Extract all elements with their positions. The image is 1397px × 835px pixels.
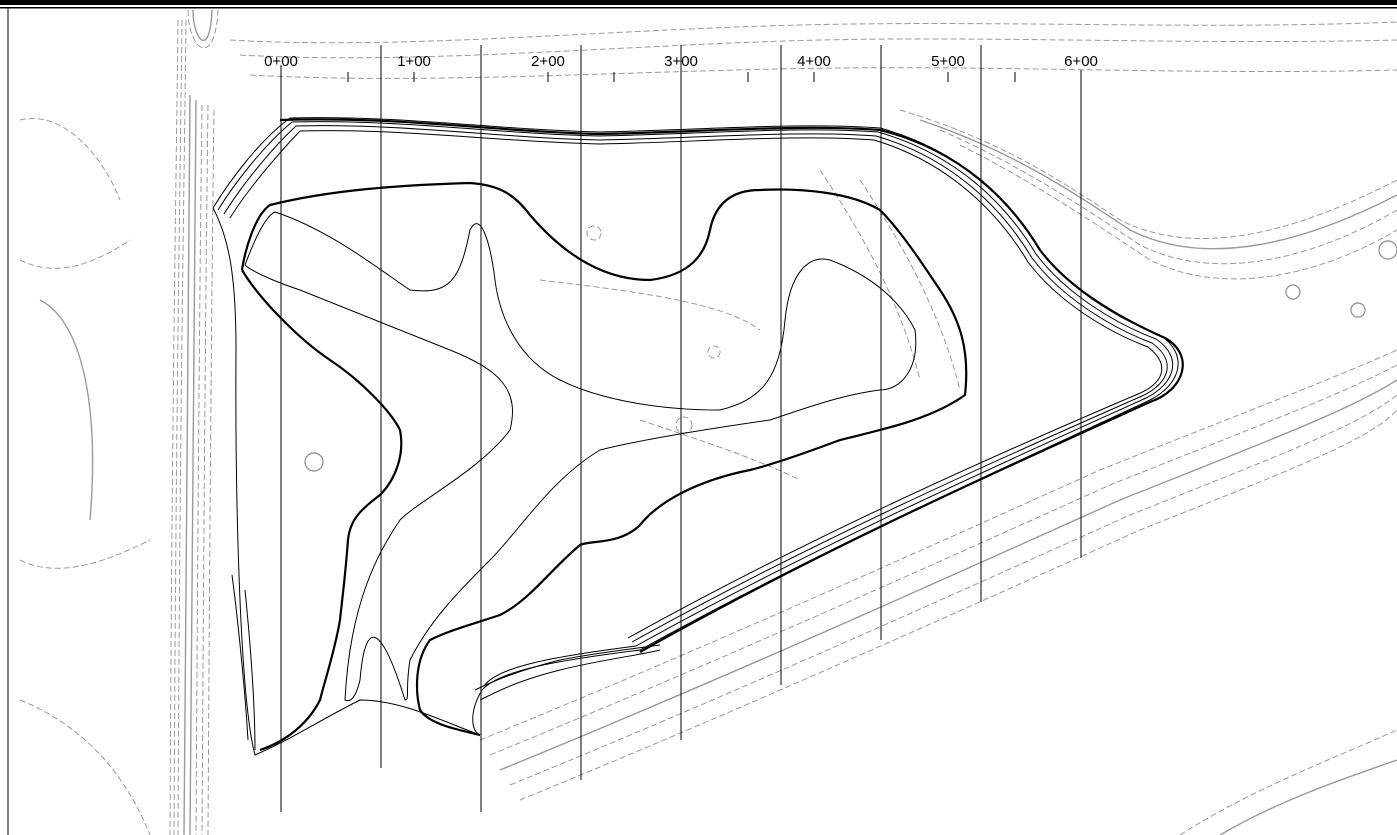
station-label: 3+00: [664, 53, 698, 70]
station-label: 1+00: [397, 53, 431, 70]
station-label: 4+00: [797, 53, 831, 70]
proposed-pond-contours: [212, 117, 1184, 756]
station-labels: 0+00 1+00 2+00 3+00 4+00 5+00 6+00: [264, 53, 1098, 70]
station-label: 5+00: [931, 53, 965, 70]
station-label: 2+00: [531, 53, 565, 70]
baseline-ticks: [280, 72, 1082, 82]
station-label: 6+00: [1064, 53, 1098, 70]
station-label: 0+00: [264, 53, 298, 70]
existing-contours: [19, 9, 1397, 835]
section-lines: [280, 45, 1082, 812]
